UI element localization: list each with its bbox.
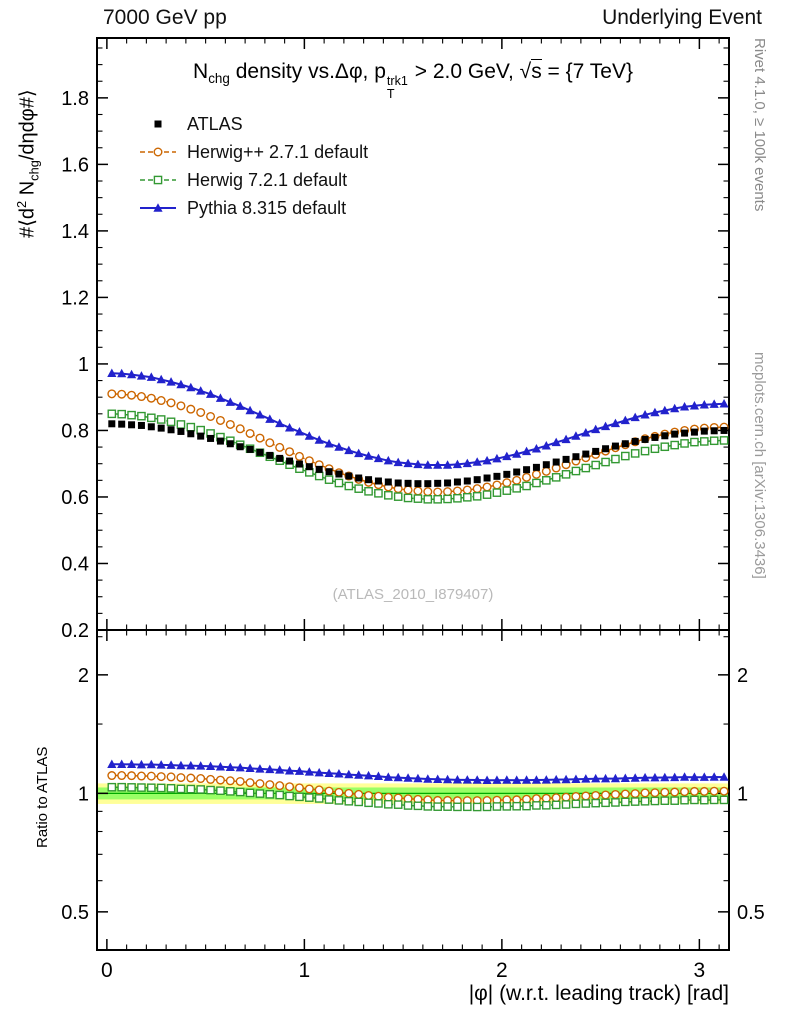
svg-text:1: 1: [299, 959, 311, 982]
legend: ATLAS Herwig++ 2.7.1 default Herwig 7.2.…: [138, 110, 368, 222]
svg-text:0.4: 0.4: [61, 553, 89, 575]
herwig7-marker-icon: [140, 175, 176, 185]
title-sup-trk1: trk1: [386, 73, 408, 88]
ylab-a: #⟨d: [16, 207, 39, 238]
svg-text:0: 0: [101, 959, 113, 982]
atlas-marker-icon: [154, 120, 162, 128]
herwigpp-marker-icon: [140, 147, 176, 157]
svg-text:0.5: 0.5: [737, 902, 765, 924]
series-herwig-7-2-1-default: [107, 409, 729, 504]
legend-item-herwigpp: Herwig++ 2.7.1 default: [138, 138, 368, 166]
svg-text:1.4: 1.4: [61, 221, 89, 243]
legend-item-pythia: Pythia 8.315 default: [138, 194, 368, 222]
svg-text:1.2: 1.2: [61, 287, 89, 309]
svg-text:2: 2: [737, 665, 748, 687]
svg-text:1.6: 1.6: [61, 154, 89, 176]
ratio-axis-label: Ratio to ATLAS: [34, 746, 51, 848]
title-sqrt-arg: s: [531, 59, 542, 83]
legend-item-herwig7: Herwig 7.2.1 default: [138, 166, 368, 194]
svg-text:0.5: 0.5: [61, 902, 89, 924]
svg-text:2: 2: [78, 665, 89, 687]
rivet-version-note: Rivet 4.1.0, ≥ 100k events: [751, 38, 768, 212]
legend-label: ATLAS: [187, 113, 243, 134]
ylab-sup: 2: [14, 200, 29, 208]
legend-label: Herwig 7.2.1 default: [187, 169, 348, 190]
ylab-b: N: [16, 180, 39, 201]
ylab-sub: chg: [26, 160, 42, 181]
pythia-marker-icon: [140, 203, 176, 212]
axes-and-ticks: 0.2 0.4 0.6 0.8 1 1.2 1.4 1.6 1.8 0 1 2 3 0.5 0.5 1 1 2 2: [61, 37, 765, 982]
x-axis-label: |φ| (w.r.t. leading track) [rad]: [468, 982, 729, 1005]
title-energy: = {7 TeV}: [541, 60, 633, 83]
svg-text:1: 1: [737, 783, 748, 805]
legend-item-atlas: ATLAS: [138, 110, 368, 138]
svg-text:2: 2: [496, 959, 508, 982]
title-mid: density vs.Δφ, p: [229, 60, 386, 83]
svg-text:1.8: 1.8: [61, 88, 89, 110]
title-text: N: [193, 60, 209, 83]
svg-text:0.6: 0.6: [61, 487, 89, 509]
title-pt-stack: trk1 T: [387, 75, 408, 101]
analysis-id-watermark: (ATLAS_2010_I879407): [332, 586, 494, 603]
y-axis-label: #⟨d2 Nchg/dηdφ#⟩: [14, 89, 42, 238]
observable-group-label: Underlying Event: [602, 6, 762, 29]
svg-text:3: 3: [694, 959, 706, 982]
legend-label: Pythia 8.315 default: [187, 197, 347, 218]
legend-label: Herwig++ 2.7.1 default: [187, 141, 369, 162]
mcplots-reference-note: mcplots.cern.ch [arXiv:1306.3436]: [751, 352, 768, 579]
svg-text:1: 1: [78, 783, 89, 805]
series-pythia-8-315-default-ratio: [107, 759, 729, 785]
title-sub-chg: chg: [208, 71, 230, 87]
title-sub-T: T: [386, 86, 395, 101]
svg-text:0.8: 0.8: [61, 420, 89, 442]
plot-title: Nchg density vs.Δφ, p trk1 T > 2.0 GeV, √s…: [97, 59, 729, 101]
series-herwig-7-2-1-default-ratio: [107, 782, 729, 812]
title-sqrt: √: [519, 60, 532, 83]
svg-text:0.2: 0.2: [61, 620, 89, 642]
beam-energy-label: 7000 GeV pp: [103, 6, 227, 29]
series-pythia-8-315-default: [107, 368, 729, 469]
title-cut: > 2.0 GeV,: [408, 60, 520, 83]
svg-text:1: 1: [78, 354, 89, 376]
series-atlas: [108, 420, 728, 488]
ylab-c: /dηdφ#⟩: [16, 89, 39, 161]
